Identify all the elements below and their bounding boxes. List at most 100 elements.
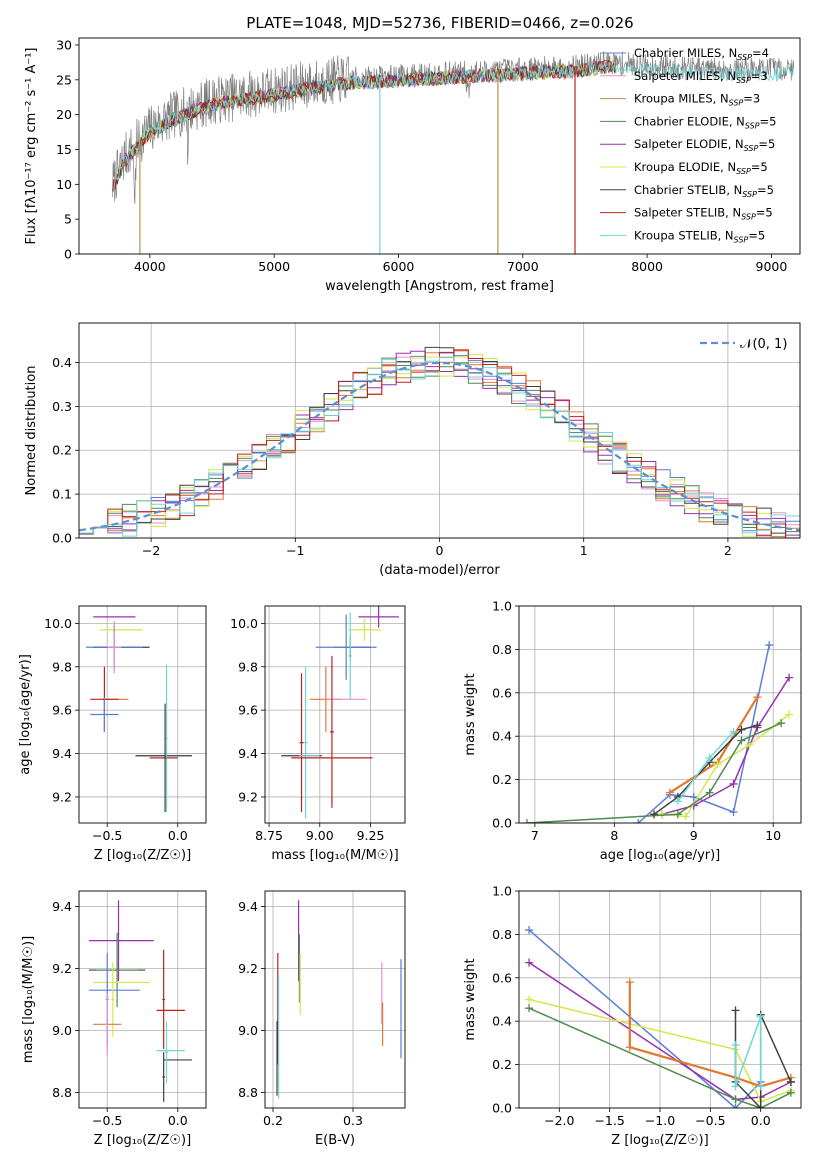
weight-marker xyxy=(525,995,534,1004)
y-tick-label: 8.8 xyxy=(52,1085,72,1100)
weight-marker xyxy=(731,1104,740,1108)
x-tick-label: 5000 xyxy=(258,259,290,274)
weight-marker xyxy=(729,808,738,817)
axes-frame xyxy=(264,605,406,824)
legend-entry: Salpeter ELODIE, NSSP=5 xyxy=(634,137,775,153)
x-axis-label: Z [log₁₀(Z/Z☉)] xyxy=(611,1133,708,1148)
weight-marker xyxy=(777,719,786,728)
y-tick-label: 10.0 xyxy=(230,616,258,631)
weight-marker xyxy=(705,753,714,762)
y-tick-label: 9.4 xyxy=(52,746,72,761)
weight-marker xyxy=(753,693,762,702)
y-tick-label: 0.8 xyxy=(492,927,512,942)
weight-marker xyxy=(731,1041,740,1050)
y-tick-label: 5 xyxy=(64,212,72,227)
x-tick-label: −0.5 xyxy=(92,1113,122,1128)
x-axis-label: mass [log₁₀(M/M☉)] xyxy=(271,848,398,863)
x-tick-label: 0.3 xyxy=(343,1113,363,1128)
y-tick-label: 0.4 xyxy=(492,1014,512,1029)
y-tick-label: 9.6 xyxy=(238,703,258,718)
weight-marker xyxy=(681,812,690,821)
x-tick-label: −2 xyxy=(142,543,160,558)
x-tick-label: −2.0 xyxy=(544,1113,574,1128)
weight-marker xyxy=(785,673,794,682)
y-tick-label: 9.0 xyxy=(238,1023,258,1038)
y-tick-label: 9.2 xyxy=(238,961,258,976)
y-axis-label: mass weight xyxy=(463,673,478,755)
weight-marker xyxy=(525,926,534,935)
x-axis-label: wavelength [Angstrom, rest frame] xyxy=(325,279,554,294)
x-tick-label: 2 xyxy=(724,543,732,558)
y-tick-label: 1.0 xyxy=(492,884,512,899)
x-tick-label: 9.25 xyxy=(357,828,385,843)
x-tick-label: 9.00 xyxy=(306,828,334,843)
plot-area xyxy=(86,616,192,813)
weight-line-7 xyxy=(734,1016,762,1087)
histogram-step-7 xyxy=(79,346,800,538)
y-axis-label: mass weight xyxy=(463,958,478,1040)
y-tick-label: 10 xyxy=(56,177,72,192)
y-tick-label: 0.8 xyxy=(492,642,512,657)
normal-curve xyxy=(79,361,800,532)
grid xyxy=(519,890,801,1109)
legend-entry: 𝒩(0, 1) xyxy=(740,337,787,352)
y-tick-label: 8.8 xyxy=(238,1085,258,1100)
y-axis-label: Flux [fλ10⁻¹⁷ erg cm⁻² s⁻¹ A⁻¹] xyxy=(24,48,39,245)
y-tick-label: 0.1 xyxy=(52,487,72,502)
age-vs-metallicity-panel: −0.5 0.0 9.2 9.4 9.6 9.8 10.0 Z [log₁₀(Z/Z☉)] ag… xyxy=(18,605,207,863)
plot-area xyxy=(112,51,795,254)
weight-marker xyxy=(785,710,794,719)
y-tick-label: 20 xyxy=(56,107,72,122)
x-tick-label: 0.0 xyxy=(751,1113,771,1128)
model-line-9 xyxy=(112,61,795,192)
x-axis-label: Z [log₁₀(Z/Z☉)] xyxy=(94,1133,191,1148)
x-tick-label: 0 xyxy=(436,543,444,558)
y-tick-label: 0.2 xyxy=(492,772,512,787)
y-tick-label: 0.4 xyxy=(52,355,72,370)
weight-line-3 xyxy=(669,696,759,794)
mass-vs-metallicity-panel: −0.5 0.0 8.8 9.0 9.2 9.4 Z [log₁₀(Z/Z☉)] mass [… xyxy=(21,890,207,1148)
axes-frame xyxy=(78,37,801,255)
residuals-histogram-panel: −2 −1 0 1 2 0.0 0.1 0.2 0.3 0.4 (data-model)/error… xyxy=(24,322,801,578)
plot-area xyxy=(276,900,402,1099)
weight-marker xyxy=(625,1043,634,1052)
weight-marker xyxy=(525,958,534,967)
x-axis-label: (data-model)/error xyxy=(379,563,500,578)
plot-area xyxy=(525,926,795,1108)
plot-area xyxy=(88,900,192,1102)
weight-marker xyxy=(731,1095,740,1104)
weight-marker xyxy=(753,721,762,730)
y-tick-label: 1.0 xyxy=(492,599,512,614)
y-tick-label: 30 xyxy=(56,37,72,52)
y-tick-label: 0.2 xyxy=(52,443,72,458)
x-tick-label: 8000 xyxy=(631,259,663,274)
y-tick-label: 9.2 xyxy=(238,789,258,804)
y-tick-label: 9.4 xyxy=(238,899,258,914)
y-tick-label: 10.0 xyxy=(44,616,72,631)
x-tick-label: 0.0 xyxy=(168,1113,188,1128)
y-tick-label: 9.6 xyxy=(52,703,72,718)
y-tick-label: 0.0 xyxy=(52,531,72,546)
grid xyxy=(79,891,206,1108)
y-tick-label: 25 xyxy=(56,72,72,87)
x-tick-label: 0.0 xyxy=(168,828,188,843)
legend-entry: Salpeter STELIB, NSSP=5 xyxy=(634,206,773,222)
weight-marker xyxy=(731,1006,740,1015)
weight-line-1 xyxy=(528,929,762,1108)
axes-frame xyxy=(78,890,207,1109)
y-tick-label: 9.8 xyxy=(238,659,258,674)
x-tick-label: −0.5 xyxy=(92,828,122,843)
y-axis-label: age [log₁₀(age/yr)] xyxy=(18,654,33,775)
y-tick-label: 0.6 xyxy=(492,685,512,700)
weight-marker xyxy=(756,1104,765,1108)
axes-frame xyxy=(264,890,406,1109)
weight-marker xyxy=(525,1004,534,1013)
axes-frame xyxy=(518,890,802,1109)
y-tick-label: 9.2 xyxy=(52,961,72,976)
x-axis-label: age [log₁₀(age/yr)] xyxy=(600,848,721,863)
grid xyxy=(519,605,801,824)
axes-frame xyxy=(518,605,802,824)
y-axis-label: mass [log₁₀(M/M☉)] xyxy=(21,936,36,1063)
y-tick-label: 0.4 xyxy=(492,729,512,744)
axes-frame xyxy=(78,605,207,824)
